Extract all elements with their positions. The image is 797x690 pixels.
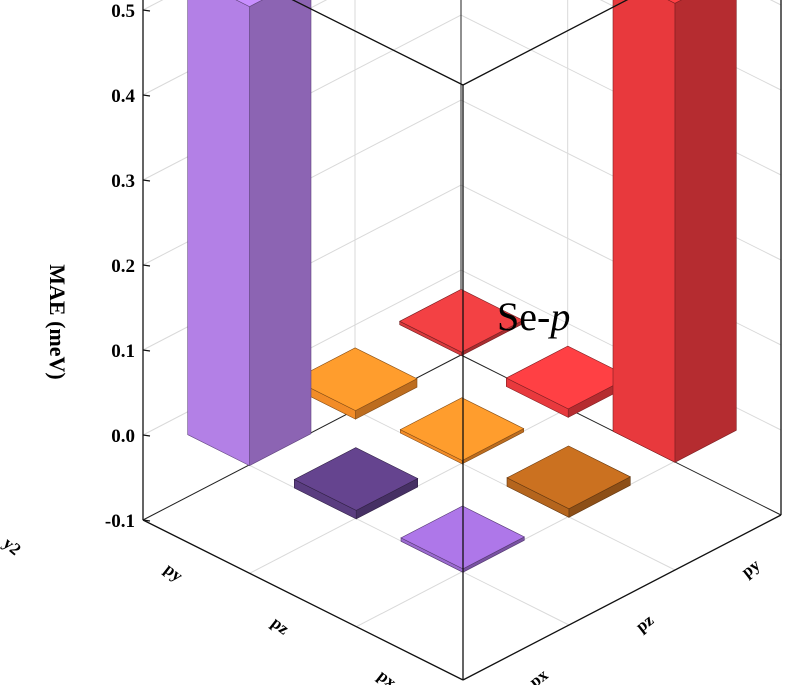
z-tick xyxy=(142,94,151,97)
z-tick xyxy=(142,264,151,267)
annotation-label: Se-p xyxy=(497,294,570,339)
cropped-edge-label: y2 xyxy=(0,534,25,559)
row-category-label: py xyxy=(161,559,187,585)
bar-face-top xyxy=(235,0,263,7)
z-tick-label: 0.4 xyxy=(111,86,135,107)
bar-py-px xyxy=(187,0,312,467)
bar-face-top xyxy=(667,0,682,4)
bar-pz-pz xyxy=(399,397,525,465)
bar-face-top xyxy=(506,445,631,510)
z-tick-label: 0.1 xyxy=(111,341,135,362)
col-category-label: py xyxy=(738,555,764,581)
z-tick-label: -0.1 xyxy=(105,511,135,532)
col-category-label: px xyxy=(526,665,552,685)
z-tick xyxy=(142,179,151,182)
bar-face-right xyxy=(187,0,250,467)
front-box-lines xyxy=(142,0,782,681)
bar-py-pz xyxy=(293,347,418,420)
z-tick xyxy=(142,349,151,352)
bar-face-right xyxy=(612,0,676,463)
bar-pz-px xyxy=(293,447,419,520)
bar-face-left xyxy=(249,0,312,467)
bar-px-pz xyxy=(506,445,631,518)
col-category-label: pz xyxy=(632,610,657,636)
bars-layer xyxy=(187,0,737,573)
z-axis-title: MAE (meV) xyxy=(45,264,70,379)
bar-face-top xyxy=(505,345,631,410)
bar-pz-py xyxy=(505,345,631,418)
box-edge xyxy=(291,0,464,86)
z-tick-label: 0.5 xyxy=(111,1,135,22)
row-category-label: px xyxy=(374,666,400,685)
bar-face-top xyxy=(293,347,418,411)
bar-px-py xyxy=(612,0,737,463)
box-edge xyxy=(462,514,782,681)
box-edge xyxy=(142,519,464,681)
z-tick-label: 0.0 xyxy=(111,426,135,447)
z-tick xyxy=(142,519,151,522)
bar-face-left xyxy=(674,0,737,463)
annotation-prefix: Se- xyxy=(497,294,550,339)
box-edge xyxy=(462,0,629,86)
bar-face-top xyxy=(293,447,419,511)
bar-face-top xyxy=(399,288,524,353)
z-tick xyxy=(142,9,151,12)
z-tick xyxy=(142,434,151,437)
row-category-label: pz xyxy=(268,613,293,639)
bar-py-py xyxy=(399,288,524,357)
bar-face-top xyxy=(399,397,525,461)
z-tick-label: 0.2 xyxy=(111,256,135,277)
annotation-italic: p xyxy=(547,294,570,339)
z-tick-label: 0.3 xyxy=(111,171,135,192)
